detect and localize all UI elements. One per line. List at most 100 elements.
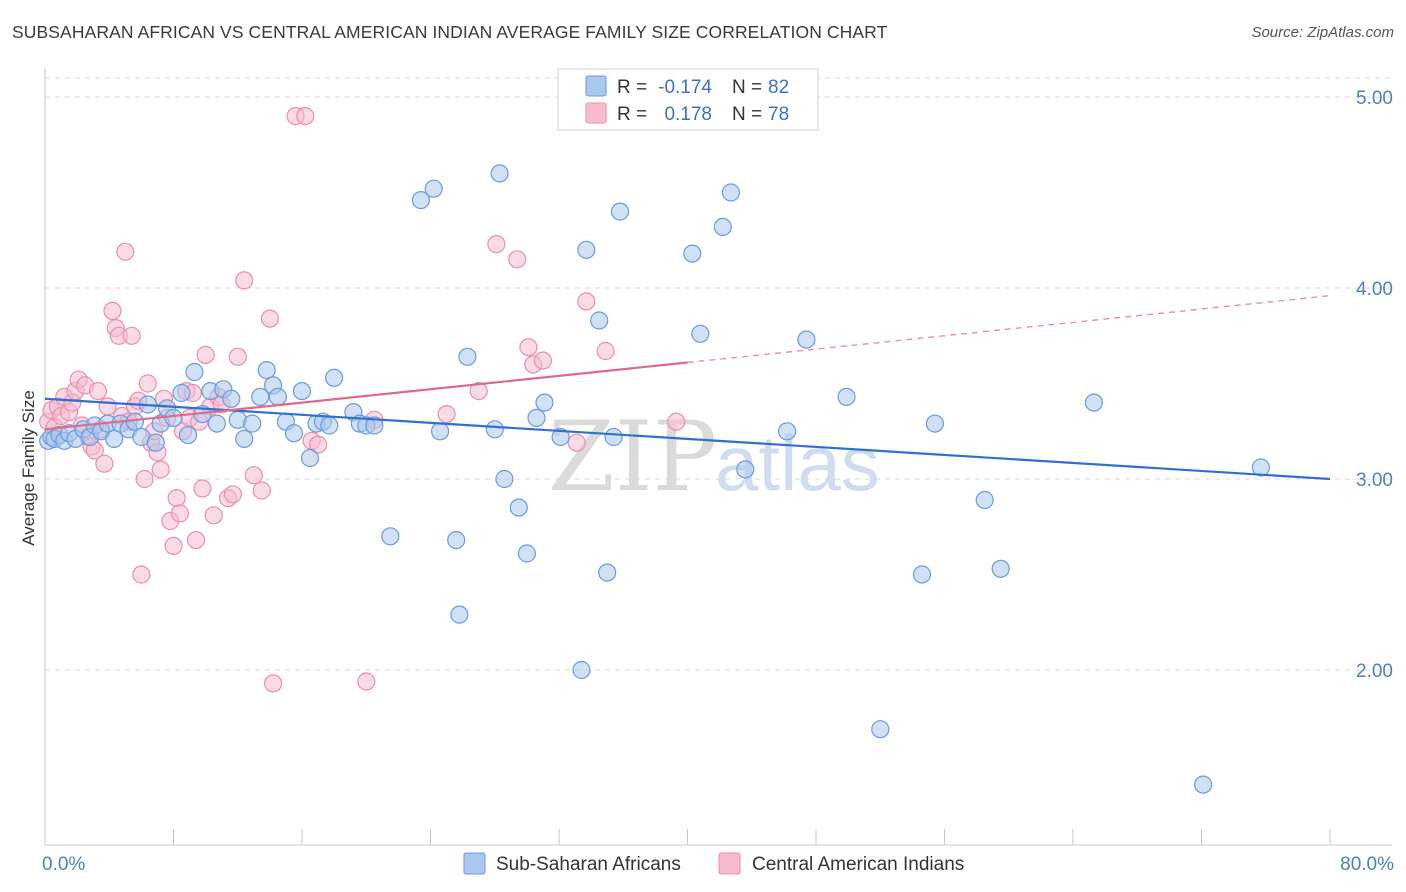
sub-saharan-africans-point-76 xyxy=(797,330,816,349)
legend-top-swatch-blue xyxy=(585,75,607,97)
sub-saharan-africans-point-73 xyxy=(721,183,741,202)
central-american-indians-point-30 xyxy=(138,374,157,393)
sub-saharan-africans-point-34 xyxy=(257,361,276,380)
x-axis-ticks xyxy=(44,829,1331,845)
legend-top-r-label-2: R = xyxy=(617,104,647,125)
sub-saharan-africans-point-39 xyxy=(292,382,312,401)
sub-saharan-africans-point-79 xyxy=(912,565,932,584)
sub-saharan-africans-point-69 xyxy=(610,202,630,221)
sub-saharan-africans-point-67 xyxy=(598,563,617,582)
sub-saharan-africans-point-31 xyxy=(235,429,254,448)
sub-saharan-africans-point-77 xyxy=(837,387,856,406)
y-axis-label: Average Family Size xyxy=(19,390,38,546)
legend-bottom-label-blue: Sub-Saharan Africans xyxy=(496,854,681,875)
sub-saharan-africans-point-55 xyxy=(458,347,477,366)
y-tick-label-1: 3.00 xyxy=(1356,470,1393,491)
sub-saharan-africans-point-22 xyxy=(172,383,191,403)
central-american-indians-point-68 xyxy=(469,382,488,401)
y-tick-labels: 2.00 3.00 4.00 5.00 xyxy=(1356,88,1393,682)
legend-top-n-value-1: 82 xyxy=(768,77,789,98)
y-tick-label-0: 2.00 xyxy=(1356,661,1393,682)
source-note: Source: ZipAtlas.com xyxy=(1251,24,1394,41)
sub-saharan-africans-point-53 xyxy=(447,530,466,550)
legend-bottom-swatch-blue xyxy=(463,852,486,875)
legend-top-n-value-2: 78 xyxy=(768,104,789,125)
legend-top-r-value-2: 0.178 xyxy=(664,104,712,125)
legend-top-n-label-1: N = xyxy=(732,77,762,98)
sub-saharan-africans-point-51 xyxy=(424,179,443,198)
sub-saharan-africans-point-33 xyxy=(251,387,270,406)
sub-saharan-africans-point-44 xyxy=(325,368,344,387)
sub-saharan-africans-point-58 xyxy=(495,469,514,489)
central-american-indians-point-67 xyxy=(437,405,456,424)
sub-saharan-africans-point-63 xyxy=(551,427,570,447)
sub-saharan-africans-point-66 xyxy=(590,311,609,330)
legend-bottom-swatch-pink xyxy=(718,852,741,875)
central-american-indians-point-45 xyxy=(186,530,206,550)
central-american-indians-point-69 xyxy=(487,235,506,254)
central-american-indians-point-64 xyxy=(309,435,328,454)
central-american-indians-point-34 xyxy=(151,460,170,479)
sub-saharan-africans-point-65 xyxy=(577,240,596,259)
x-tick-label-max: 80.0% xyxy=(1340,854,1394,875)
sub-saharan-africans-trend-line xyxy=(44,397,1331,481)
watermark: ZIP atlas xyxy=(548,401,880,513)
central-american-indians-point-58 xyxy=(252,481,271,500)
sub-saharan-africans-point-80 xyxy=(925,414,945,433)
legend-bottom: Sub-Saharan Africans Central American In… xyxy=(463,852,964,875)
sub-saharan-africans-point-84 xyxy=(1193,775,1213,794)
central-american-indians-point-62 xyxy=(296,106,315,126)
sub-saharan-africans-point-62 xyxy=(535,393,554,412)
central-american-indians-point-40 xyxy=(170,504,189,523)
central-american-indians-point-29 xyxy=(135,469,154,489)
sub-saharan-africans-point-78 xyxy=(871,720,890,739)
sub-saharan-africans-point-57 xyxy=(490,164,509,183)
y-tick-label-2: 4.00 xyxy=(1356,279,1393,300)
series-sub-saharan-africans xyxy=(39,164,1271,794)
central-american-indians-point-18 xyxy=(98,397,117,416)
sub-saharan-africans-point-71 xyxy=(691,324,710,343)
central-american-indians-point-73 xyxy=(533,351,553,370)
central-american-indians-point-60 xyxy=(264,674,283,693)
sub-saharan-africans-point-70 xyxy=(683,244,702,263)
central-american-indians-point-28 xyxy=(132,565,151,584)
central-american-indians-point-25 xyxy=(122,326,141,345)
sub-saharan-africans-point-24 xyxy=(185,362,204,382)
central-american-indians-point-74 xyxy=(567,433,586,452)
sub-saharan-africans-point-40 xyxy=(300,448,320,468)
sub-saharan-africans-point-50 xyxy=(411,191,430,210)
x-tick-label-min: 0.0% xyxy=(42,854,85,875)
sub-saharan-africans-point-32 xyxy=(243,414,262,433)
central-american-indians-point-50 xyxy=(204,506,223,525)
sub-saharan-africans-point-49 xyxy=(381,527,400,546)
sub-saharan-africans-point-54 xyxy=(450,605,469,624)
sub-saharan-africans-point-82 xyxy=(991,559,1010,578)
sub-saharan-africans-point-74 xyxy=(736,460,755,479)
sub-saharan-africans-point-27 xyxy=(207,414,226,433)
central-american-indians-point-15 xyxy=(88,382,108,401)
watermark-zip: ZIP xyxy=(548,401,717,513)
sub-saharan-africans-point-38 xyxy=(284,424,304,443)
sub-saharan-africans-point-21 xyxy=(164,408,183,427)
central-american-indians-point-39 xyxy=(167,489,186,508)
central-american-indians-point-19 xyxy=(103,301,122,320)
sub-saharan-africans-point-36 xyxy=(268,387,287,406)
trend-lines xyxy=(44,294,1331,481)
sub-saharan-africans-point-68 xyxy=(604,427,623,447)
sub-saharan-africans-point-12 xyxy=(104,429,124,448)
central-american-indians-point-77 xyxy=(667,412,686,431)
legend-top-r-value-1: -0.174 xyxy=(658,77,712,98)
legend-top-r-label-1: R = xyxy=(617,77,647,98)
sub-saharan-africans-point-72 xyxy=(713,217,732,236)
sub-saharan-africans-point-43 xyxy=(320,416,339,435)
central-american-indians-point-75 xyxy=(577,292,596,311)
central-american-indians-point-55 xyxy=(228,347,247,366)
sub-saharan-africans-point-83 xyxy=(1084,393,1104,412)
central-american-indians-trend-line xyxy=(44,361,688,431)
legend-top-swatch-pink xyxy=(585,102,607,124)
central-american-indians-point-23 xyxy=(116,242,135,261)
central-american-indians-point-17 xyxy=(95,454,114,473)
sub-saharan-africans-point-85 xyxy=(1251,458,1271,477)
central-american-indians-point-70 xyxy=(508,250,527,269)
